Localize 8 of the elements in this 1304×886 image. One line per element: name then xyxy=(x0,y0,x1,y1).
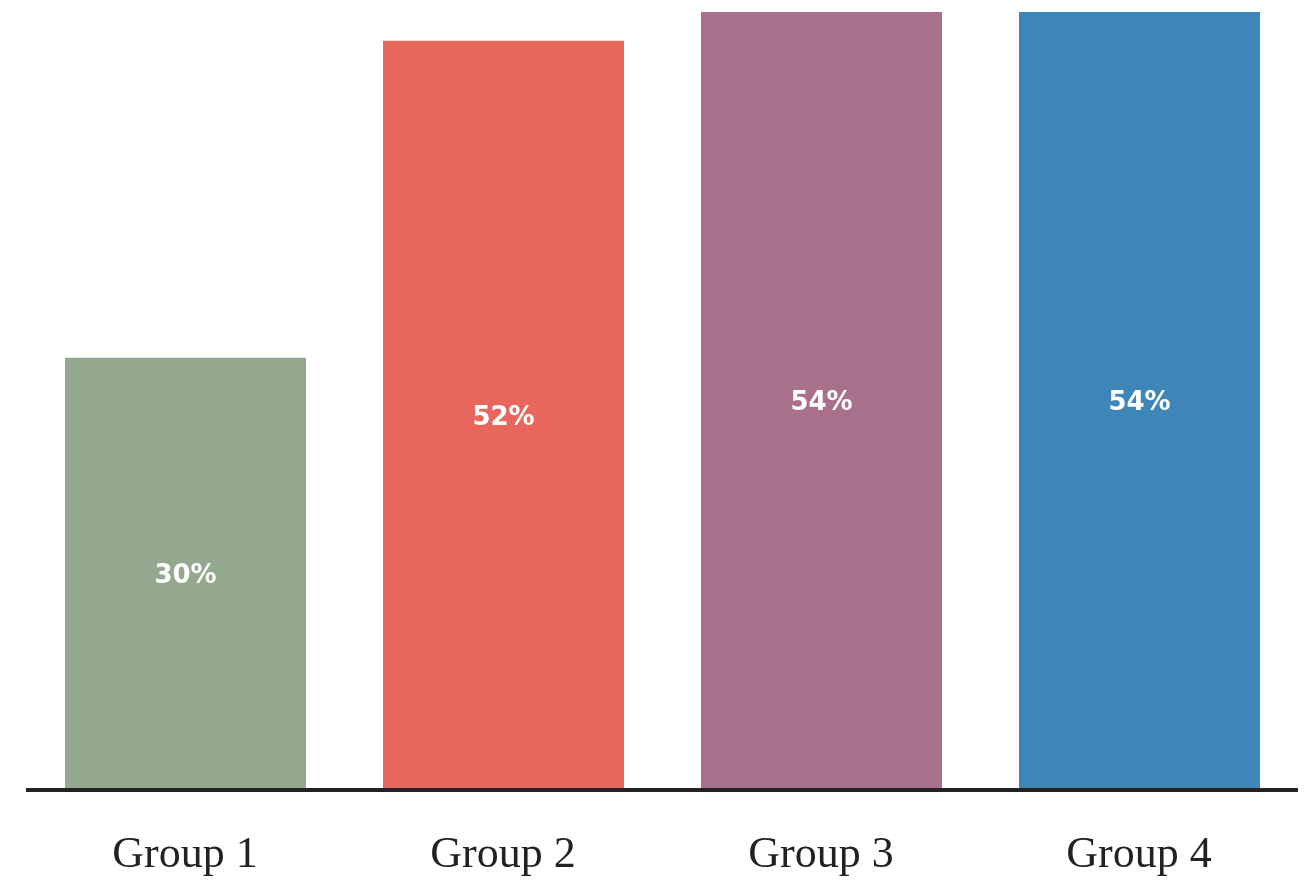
x-tick-label: Group 3 xyxy=(748,828,894,878)
x-tick-label: Group 2 xyxy=(430,828,576,878)
x-tick-label: Group 4 xyxy=(1066,828,1212,878)
data-label: 52% xyxy=(472,400,535,431)
data-label: 54% xyxy=(790,386,853,417)
x-tick-label: Group 1 xyxy=(112,828,258,878)
data-label: 30% xyxy=(154,559,217,590)
data-label: 54% xyxy=(1108,386,1171,417)
